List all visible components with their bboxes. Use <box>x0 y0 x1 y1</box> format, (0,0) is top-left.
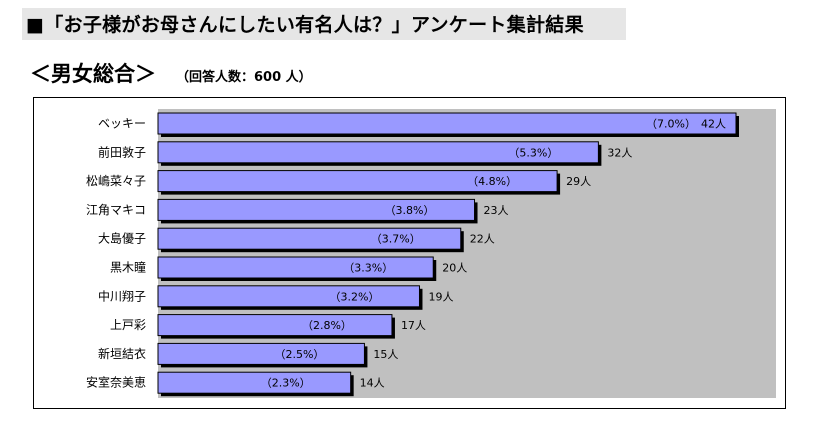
bar-0 <box>157 112 737 135</box>
bar-3 <box>157 198 476 221</box>
bar-1 <box>157 141 599 164</box>
value-label-9: 14人 <box>360 377 385 390</box>
bar-2 <box>157 170 558 193</box>
value-label-3: 23人 <box>484 204 509 217</box>
category-label-3: 江角マキコ <box>86 203 146 217</box>
bar-8 <box>157 342 365 365</box>
value-label-2: 29人 <box>566 175 591 188</box>
percent-label-1: （5.3%） <box>508 146 558 159</box>
bar-7 <box>157 314 393 337</box>
percent-label-3: （3.8%） <box>385 204 435 217</box>
category-label-5: 黒木瞳 <box>110 260 146 275</box>
bar-5 <box>157 256 434 279</box>
category-label-9: 安室奈美恵 <box>86 375 146 390</box>
category-label-0: ベッキー <box>98 117 146 131</box>
bar-6 <box>157 285 420 308</box>
category-label-6: 中川翔子 <box>98 288 146 303</box>
percent-label-2: （4.8%） <box>467 175 517 188</box>
value-label-1: 32人 <box>607 146 632 159</box>
value-label-7: 17人 <box>401 319 426 332</box>
category-label-2: 松嶋菜々子 <box>86 174 146 188</box>
value-label-0: 42人 <box>701 118 726 131</box>
category-label-1: 前田敦子 <box>98 144 146 159</box>
percent-label-9: （2.3%） <box>261 377 311 390</box>
value-label-4: 22人 <box>470 233 495 246</box>
category-label-4: 大島優子 <box>98 231 146 246</box>
percent-label-7: （2.8%） <box>302 319 352 332</box>
bar-9 <box>157 371 352 394</box>
percent-label-4: （3.7%） <box>371 233 421 246</box>
value-label-5: 20人 <box>442 262 467 275</box>
category-label-8: 新垣結衣 <box>98 346 146 361</box>
page-title: ■「お子様がお母さんにしたい有名人は？」アンケート集計結果 <box>26 14 584 36</box>
chart-subheading: ＜男女総合＞ <box>30 62 156 86</box>
percent-label-0: （7.0%） <box>646 118 696 131</box>
chart-frame <box>33 97 786 409</box>
percent-label-8: （2.5%） <box>274 348 324 361</box>
value-label-8: 15人 <box>373 348 398 361</box>
percent-label-5: （3.3%） <box>343 262 393 275</box>
percent-label-6: （3.2%） <box>330 290 380 303</box>
bar-4 <box>157 227 462 250</box>
category-label-7: 上戸彩 <box>110 318 146 332</box>
title-band <box>22 8 626 40</box>
value-label-6: 19人 <box>428 290 453 303</box>
respondent-count: （回答人数：600 人） <box>176 70 312 85</box>
